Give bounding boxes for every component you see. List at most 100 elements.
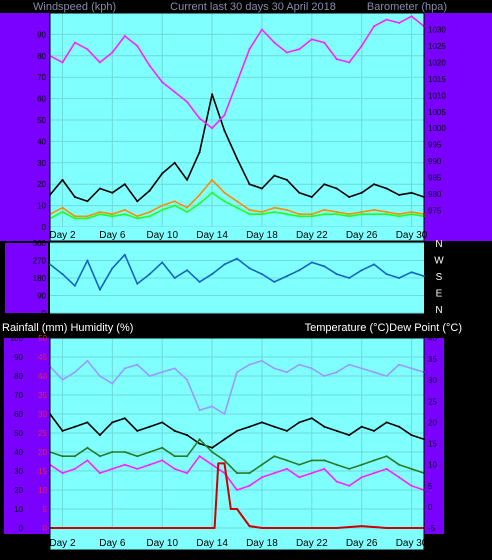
series-point-0-7	[136, 363, 139, 366]
series-point-4-2	[136, 527, 139, 529]
series-point-1-7	[136, 429, 139, 432]
panel-2-left-tick-labels: 0 90 180 270 360	[33, 239, 47, 318]
series-point-0-10	[173, 277, 176, 279]
series-point-0-15	[236, 371, 238, 374]
x-tick-label: Day 2	[49, 538, 76, 549]
series-point-1-11	[186, 434, 189, 437]
series-point-3-28	[398, 21, 401, 24]
series-point-1-23	[335, 429, 338, 432]
series-point-0-12	[198, 280, 201, 283]
series-point-0-13	[211, 273, 214, 276]
series-point-2-23	[335, 480, 338, 483]
series-point-1-21	[310, 213, 313, 216]
left-tick-label: 100	[10, 334, 24, 343]
series-point-0-19	[285, 178, 288, 181]
series-point-0-9	[161, 172, 164, 175]
series-point-3-18	[273, 455, 276, 458]
series-point-2-23	[335, 213, 338, 216]
panel-1-header-bar	[0, 0, 492, 13]
panel-1-left-tick-labels: 0 10 20 30 40 50 60 70 80 90	[37, 30, 46, 232]
series-point-3-20	[298, 463, 301, 466]
series-point-0-7	[136, 200, 139, 203]
series-point-1-10	[173, 200, 176, 203]
series-point-0-3	[86, 200, 89, 203]
series-point-1-21	[310, 417, 313, 420]
series-point-1-22	[323, 208, 326, 211]
right-tick-label: 1010	[428, 91, 446, 100]
series-point-2-22	[323, 213, 326, 216]
series-point-4-17	[385, 527, 388, 529]
series-point-1-9	[161, 421, 164, 424]
series-point-1-13	[211, 178, 214, 181]
series-point-0-10	[173, 161, 176, 164]
series-point-0-6	[123, 367, 126, 370]
series-point-0-25	[360, 269, 363, 272]
series-point-0-8	[148, 189, 151, 192]
left-tick-label: 90	[37, 292, 46, 301]
left-tick-label: 90	[37, 30, 46, 39]
series-point-2-20	[298, 476, 301, 479]
series-point-0-9	[161, 261, 164, 264]
left-tick-label: 180	[33, 274, 47, 283]
series-point-0-17	[260, 359, 263, 362]
right-tick-label: 1020	[428, 58, 446, 67]
series-point-1-4	[98, 434, 101, 437]
series-point-0-17	[260, 187, 263, 190]
series-point-1-22	[323, 425, 326, 428]
series-point-1-24	[348, 213, 351, 216]
series-point-0-1	[61, 378, 64, 381]
series-point-1-16	[248, 208, 251, 211]
series-point-4-8	[223, 462, 226, 465]
series-point-0-13	[211, 93, 214, 96]
series-point-1-20	[298, 213, 301, 216]
series-point-1-6	[123, 417, 126, 420]
series-point-0-28	[398, 363, 401, 366]
left-tick-label: 60	[37, 95, 46, 104]
series-point-3-19	[285, 459, 288, 462]
series-point-4-10	[236, 508, 238, 510]
series-point-2-27	[385, 213, 388, 216]
series-point-4-13	[285, 527, 288, 529]
rain-tick-label: 30	[38, 410, 47, 419]
series-point-2-15	[236, 206, 238, 209]
series-point-2-10	[173, 204, 176, 207]
series-point-2-22	[323, 467, 326, 470]
series-point-4-16	[360, 525, 363, 528]
series-point-0-14	[223, 129, 226, 132]
left-tick-label: 10	[14, 505, 23, 514]
right-tick-label: 1005	[428, 108, 446, 117]
series-point-1-8	[148, 425, 151, 428]
series-point-3-21	[310, 459, 313, 462]
series-point-0-24	[348, 277, 351, 279]
series-point-4-6	[213, 527, 216, 529]
left-tick-label: 40	[37, 137, 46, 146]
series-point-3-25	[360, 463, 363, 466]
series-point-1-19	[285, 208, 288, 211]
rain-tick-label: 25	[38, 429, 47, 438]
right-tick-label: 5	[428, 482, 433, 491]
series-point-0-1	[61, 178, 64, 181]
series-point-0-21	[310, 367, 313, 370]
series-point-0-18	[273, 174, 276, 177]
series-point-3-8	[148, 451, 151, 453]
series-point-2-6	[123, 213, 126, 216]
series-point-3-27	[385, 455, 388, 458]
panel-3-x-tick-labels: Day 2 Day 6 Day 10 Day 14 Day 18 Day 22 Day 26…	[49, 538, 427, 549]
series-point-2-9	[161, 208, 164, 211]
series-point-3-4	[98, 455, 101, 458]
series-point-1-26	[373, 208, 376, 211]
series-point-2-8	[148, 215, 151, 218]
series-point-0-14	[223, 413, 226, 415]
series-point-2-28	[398, 215, 401, 218]
series-point-0-1	[61, 273, 64, 276]
series-point-3-23	[335, 463, 338, 466]
series-point-1-14	[223, 438, 226, 441]
panel-1-left-axis-title: Windspeed (kph)	[33, 1, 116, 13]
series-point-3-4	[98, 61, 101, 64]
series-point-2-4	[98, 472, 101, 475]
series-point-0-5	[111, 267, 114, 270]
series-point-2-2	[73, 217, 76, 220]
series-point-3-5	[111, 51, 114, 54]
series-point-0-8	[148, 375, 151, 377]
series-point-4-7	[217, 462, 220, 465]
